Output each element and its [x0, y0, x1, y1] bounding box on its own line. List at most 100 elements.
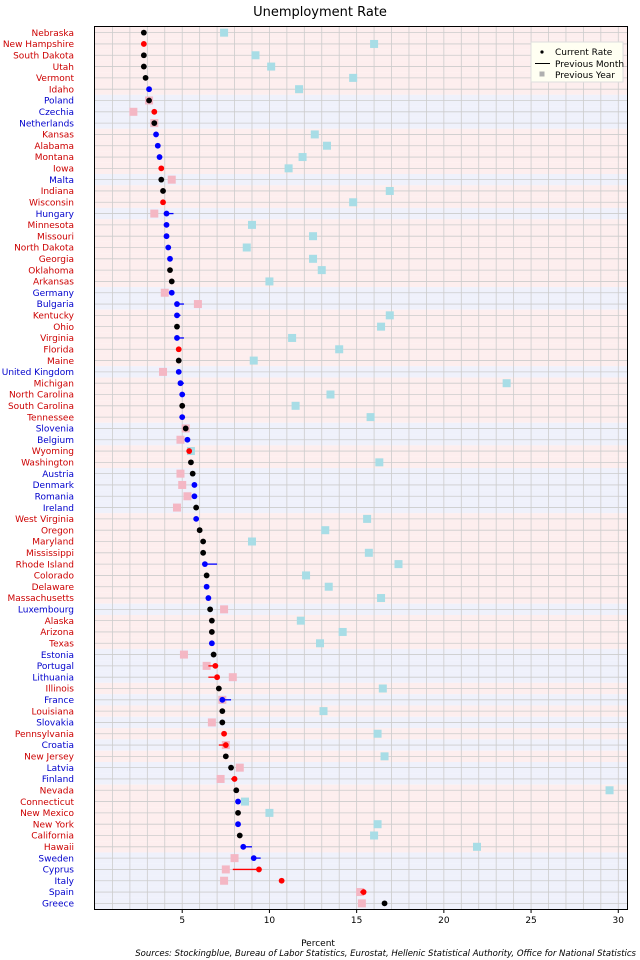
current-rate-marker — [235, 809, 241, 816]
current-rate-marker — [140, 41, 147, 47]
current-rate-marker — [153, 131, 159, 138]
row-label: New Jersey — [24, 753, 75, 763]
previous-year-marker — [316, 639, 325, 648]
row-label: South Dakota — [13, 51, 74, 61]
row-label: New Hampshire — [3, 40, 75, 50]
current-rate-marker — [235, 798, 241, 805]
row-label: Pennsylvania — [15, 730, 74, 740]
row-label: Ireland — [43, 504, 74, 514]
row-label: Georgia — [39, 255, 74, 265]
current-rate-marker — [167, 255, 173, 262]
previous-year-marker — [159, 367, 168, 376]
current-rate-marker — [189, 470, 196, 477]
current-rate-marker — [151, 108, 158, 115]
current-rate-marker — [219, 708, 226, 715]
current-rate-marker — [167, 267, 173, 274]
current-rate-marker — [158, 176, 165, 183]
previous-year-marker — [338, 627, 347, 636]
current-rate-marker — [219, 719, 226, 726]
previous-year-marker — [296, 616, 305, 625]
previous-year-marker — [230, 854, 239, 863]
current-rate-marker — [201, 561, 208, 568]
previous-year-marker — [377, 322, 386, 331]
current-rate-marker — [177, 380, 184, 387]
current-rate-marker — [179, 391, 186, 398]
row-label: Minnesota — [28, 221, 74, 231]
current-rate-marker — [165, 244, 172, 251]
row-label: Malta — [49, 176, 74, 186]
x-tick-label: 10 — [264, 916, 276, 926]
current-rate-marker — [188, 459, 194, 466]
x-tick-label: 30 — [613, 916, 625, 926]
row-label: Nebraska — [32, 29, 74, 39]
x-axis-ticks: 5 10 15 20 25 30 — [179, 909, 624, 926]
x-tick-label: 15 — [351, 916, 362, 926]
previous-year-marker — [220, 28, 229, 37]
row-label: Maryland — [32, 538, 74, 548]
legend-year-label: Previous Year — [555, 71, 615, 81]
current-rate-marker — [154, 142, 161, 149]
previous-year-marker — [295, 85, 304, 94]
current-rate-marker — [184, 436, 191, 443]
previous-year-marker — [265, 277, 274, 286]
legend-month-label: Previous Month — [555, 60, 624, 70]
current-rate-marker — [191, 493, 198, 500]
row-label: Utah — [53, 63, 74, 73]
previous-year-marker — [193, 300, 202, 309]
row-label: Slovakia — [36, 719, 74, 729]
current-rate-marker — [175, 368, 182, 375]
current-rate-marker — [221, 730, 227, 737]
row-label: Austria — [42, 470, 74, 480]
row-label: Spain — [49, 888, 74, 898]
previous-year-marker — [357, 899, 366, 908]
previous-year-marker — [321, 526, 330, 535]
previous-year-marker — [251, 51, 260, 60]
chart-title: Unemployment Rate — [253, 5, 387, 20]
row-label: North Carolina — [9, 391, 74, 401]
current-rate-marker — [160, 199, 166, 206]
row-label: South Carolina — [8, 402, 74, 412]
previous-year-marker — [220, 605, 229, 614]
previous-year-marker — [284, 164, 293, 173]
current-rate-marker — [146, 86, 152, 93]
row-label: Romania — [35, 492, 74, 502]
previous-year-marker — [235, 763, 244, 772]
row-label: North Dakota — [14, 244, 74, 254]
row-label: Kentucky — [33, 312, 75, 322]
previous-year-marker — [288, 333, 297, 342]
row-label: Connecticut — [20, 798, 74, 808]
previous-year-marker — [241, 797, 250, 806]
previous-year-marker — [291, 401, 300, 410]
previous-year-marker — [172, 503, 181, 512]
previous-year-marker — [394, 560, 403, 569]
row-label: Italy — [54, 877, 74, 887]
row-label: California — [31, 832, 74, 842]
current-rate-marker — [240, 843, 247, 850]
previous-year-marker — [310, 130, 319, 139]
current-rate-marker — [163, 233, 170, 240]
row-label: Luxembourg — [18, 606, 74, 616]
current-rate-marker — [205, 595, 212, 601]
legend-current-marker — [540, 50, 544, 54]
row-label: Poland — [44, 97, 74, 107]
previous-year-marker — [176, 469, 185, 478]
current-rate-marker — [212, 662, 219, 669]
previous-year-marker — [309, 232, 318, 241]
plot-frame — [94, 26, 628, 910]
current-rate-marker — [228, 764, 234, 771]
current-rate-marker — [140, 52, 147, 59]
row-label: Indiana — [41, 187, 74, 197]
previous-year-marker — [605, 786, 614, 795]
row-label: New Mexico — [20, 809, 74, 819]
row-label: Belgium — [37, 436, 74, 446]
current-rate-marker — [222, 742, 229, 748]
row-label: Germany — [33, 289, 75, 299]
current-rate-marker — [158, 165, 165, 172]
current-rate-marker — [163, 210, 170, 217]
current-rate-marker — [207, 606, 214, 613]
previous-year-marker — [364, 548, 373, 557]
current-rate-marker — [168, 289, 175, 296]
current-rate-marker — [360, 889, 367, 895]
current-rate-marker — [140, 63, 147, 70]
previous-year-marker — [179, 650, 188, 659]
